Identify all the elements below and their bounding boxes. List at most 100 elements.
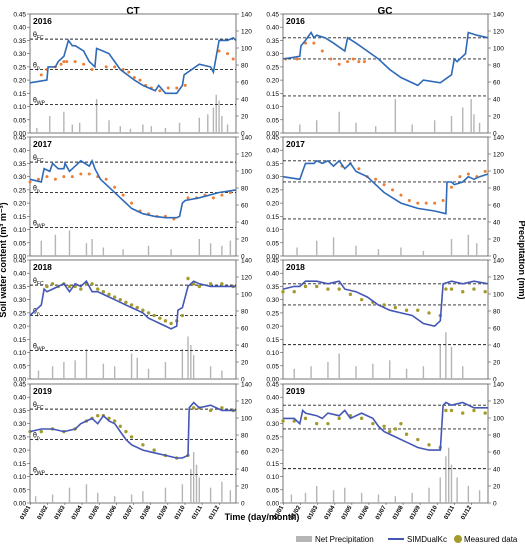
- measured-point: [231, 57, 235, 61]
- left-tick-label: 0.35: [13, 38, 26, 45]
- threshold-label: θFC: [33, 402, 44, 411]
- measured-point: [175, 86, 179, 90]
- precip-bar: [315, 240, 318, 256]
- left-tick-label: 0.45: [266, 258, 279, 265]
- plot-frame: [29, 13, 237, 134]
- left-tick-label: 0.05: [13, 117, 26, 124]
- measured-point: [337, 416, 341, 421]
- left-tick-label: 0.40: [266, 271, 279, 278]
- right-tick-label: 20: [493, 484, 501, 491]
- right-tick-label: 40: [241, 97, 249, 104]
- plot-frame: [29, 136, 237, 257]
- right-tick-label: 60: [493, 203, 501, 210]
- precip-bar: [102, 363, 105, 379]
- measured-point: [348, 292, 353, 297]
- precip-bar: [478, 122, 481, 133]
- threshold-label: θWP: [33, 343, 46, 352]
- measured-point: [292, 290, 296, 294]
- left-tick-label: 0.20: [266, 324, 279, 331]
- measured-point: [393, 305, 398, 310]
- left-tick-label: 0.35: [13, 408, 26, 415]
- measured-point: [427, 443, 431, 447]
- x-tick-label: 01/06: [105, 504, 118, 521]
- left-tick-label: 0.20: [13, 78, 26, 85]
- right-tick-label: 140: [493, 258, 504, 265]
- precip-bar: [293, 368, 295, 379]
- precip-bar: [164, 362, 167, 379]
- left-tick-label: 0.40: [13, 395, 26, 402]
- precip-bar: [85, 243, 88, 256]
- left-tick-label: 0.30: [266, 174, 279, 181]
- measured-point: [112, 419, 117, 423]
- measured-point: [87, 172, 91, 176]
- measured-point: [441, 198, 445, 202]
- measured-point: [427, 311, 431, 315]
- precip-bar: [37, 370, 40, 379]
- x-tick-label: 01/03: [307, 504, 320, 521]
- right-tick-label: 60: [493, 450, 501, 457]
- precip-bar: [221, 370, 223, 379]
- simdualkc-line: [283, 401, 488, 451]
- measured-point: [281, 290, 285, 294]
- right-tick-label: 20: [493, 237, 501, 244]
- measured-point: [163, 319, 168, 323]
- measured-point: [67, 284, 72, 289]
- right-tick-label: 120: [241, 152, 252, 159]
- plot-frame: [282, 383, 489, 504]
- precip-bar: [207, 114, 209, 133]
- right-tick-label: 20: [493, 114, 501, 121]
- precip-bar: [470, 99, 472, 133]
- simdualkc-line: [282, 280, 489, 327]
- precip-bar: [473, 114, 475, 133]
- measured-point: [337, 62, 341, 66]
- right-tick-label: 120: [493, 275, 504, 282]
- precip-bar: [450, 116, 453, 133]
- left-tick-label: 0.10: [266, 104, 279, 111]
- measured-point: [127, 70, 131, 74]
- precip-bar: [394, 99, 397, 133]
- measured-point: [407, 198, 411, 202]
- left-tick-label: 0.25: [266, 434, 279, 441]
- left-tick-label: 0.10: [13, 474, 26, 481]
- precip-bar: [209, 366, 212, 379]
- measured-point: [45, 175, 49, 179]
- right-tick-label: 40: [493, 467, 501, 474]
- left-tick-label: 0.30: [13, 297, 26, 304]
- right-tick-label: 120: [241, 275, 252, 282]
- measured-point: [59, 62, 63, 66]
- right-tick-label: 0: [241, 501, 245, 508]
- title-ct: CT: [126, 6, 139, 17]
- precip-bar: [476, 243, 478, 256]
- measured-point: [483, 169, 487, 173]
- measured-point: [393, 427, 398, 431]
- precip-bar: [445, 456, 447, 503]
- legend-precip-swatch: [296, 536, 312, 542]
- measured-point: [346, 60, 350, 64]
- left-tick-label: 0.45: [266, 12, 279, 19]
- measured-point: [326, 287, 330, 291]
- precip-bar: [433, 120, 436, 133]
- panel-ct-2019: 0.00 0.05 0.10 0.15 0.20 0.25 0.30 0.35 0.40 0.45…: [13, 382, 252, 522]
- measured-point: [382, 303, 386, 307]
- precip-bar: [377, 494, 380, 503]
- measured-point: [113, 65, 117, 69]
- precip-bar: [447, 447, 450, 503]
- title-gc: GC: [378, 6, 393, 17]
- measured-point: [220, 282, 224, 286]
- left-tick-label: 0.35: [13, 161, 26, 168]
- measured-point: [118, 424, 123, 429]
- left-tick-label: 0.30: [266, 421, 279, 428]
- left-tick-label: 0.00: [266, 254, 279, 261]
- left-tick-label: 0.20: [13, 448, 26, 455]
- left-tick-label: 0.35: [266, 161, 279, 168]
- left-tick-label: 0.25: [266, 187, 279, 194]
- measured-point: [138, 78, 142, 82]
- measured-point: [191, 406, 196, 410]
- x-tick-label: 01/04: [324, 504, 337, 521]
- left-tick-label: 0.10: [266, 474, 279, 481]
- measured-point: [433, 201, 437, 205]
- legend: Net Precipitation SIMDualKc Measured dat…: [296, 535, 518, 544]
- measured-point: [371, 421, 375, 426]
- measured-point: [458, 175, 462, 179]
- left-tick-label: 0.40: [266, 25, 279, 32]
